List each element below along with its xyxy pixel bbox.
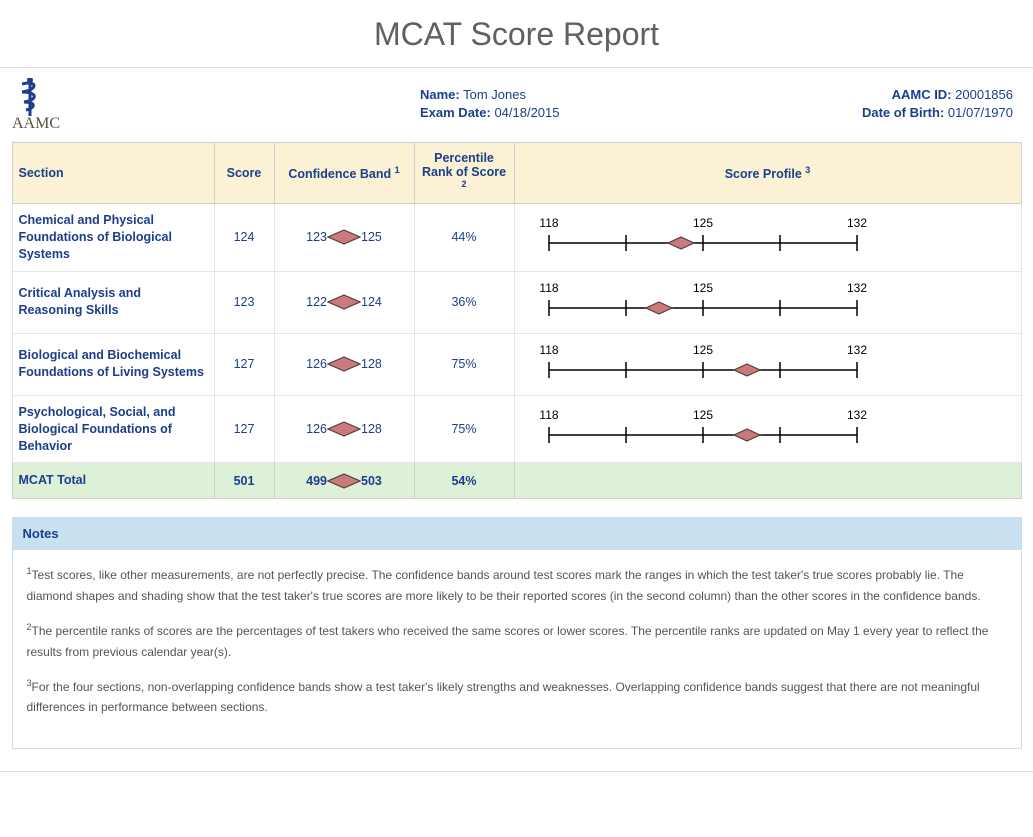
- header-block: AAMC Name: Tom Jones AAMC ID: 20001856 E…: [0, 68, 1033, 140]
- note-3: 3For the four sections, non-overlapping …: [27, 676, 1007, 718]
- section-name: Biological and Biochemical Foundations o…: [12, 333, 214, 395]
- total-section-name: MCAT Total: [12, 463, 214, 499]
- exam-date-value: 04/18/2015: [494, 105, 559, 120]
- score-value: 127: [214, 333, 274, 395]
- svg-text:125: 125: [692, 216, 712, 230]
- table-header-row: Section Score Confidence Band 1 Percenti…: [12, 143, 1021, 204]
- col-score: Score: [214, 143, 274, 204]
- score-value: 124: [214, 204, 274, 272]
- total-percentile-value: 54%: [414, 463, 514, 499]
- notes-body: 1Test scores, like other measurements, a…: [13, 550, 1021, 747]
- percentile-value: 44%: [414, 204, 514, 272]
- table-row: Psychological, Social, and Biological Fo…: [12, 395, 1021, 463]
- aamc-id-label: AAMC ID:: [892, 87, 952, 102]
- logo-text: AAMC: [12, 115, 60, 132]
- score-profile-chart: 118 125 132: [514, 204, 1021, 272]
- total-profile-empty: [514, 463, 1021, 499]
- section-name: Critical Analysis and Reasoning Skills: [12, 271, 214, 333]
- exam-date-label: Exam Date:: [420, 105, 491, 120]
- table-row: Critical Analysis and Reasoning Skills 1…: [12, 271, 1021, 333]
- aamc-logo: AAMC: [8, 78, 78, 137]
- confidence-band: 126 128: [274, 395, 414, 463]
- percentile-value: 75%: [414, 333, 514, 395]
- aamc-id-field: AAMC ID: 20001856: [892, 86, 1013, 104]
- table-total-row: MCAT Total 501 499 503 54%: [12, 463, 1021, 499]
- confidence-band: 126 128: [274, 333, 414, 395]
- section-name: Psychological, Social, and Biological Fo…: [12, 395, 214, 463]
- exam-date-field: Exam Date: 04/18/2015: [420, 104, 560, 122]
- svg-text:125: 125: [692, 281, 712, 295]
- name-label: Name:: [420, 87, 460, 102]
- svg-text:132: 132: [846, 281, 866, 295]
- svg-text:132: 132: [846, 408, 866, 422]
- dob-value: 01/07/1970: [948, 105, 1013, 120]
- dob-field: Date of Birth: 01/07/1970: [862, 104, 1013, 122]
- percentile-value: 75%: [414, 395, 514, 463]
- notes-heading: Notes: [13, 518, 1021, 550]
- notes-box: Notes 1Test scores, like other measureme…: [12, 517, 1022, 748]
- section-name: Chemical and Physical Foundations of Bio…: [12, 204, 214, 272]
- score-value: 123: [214, 271, 274, 333]
- score-profile-chart: 118 125 132: [514, 395, 1021, 463]
- confidence-band: 122 124: [274, 271, 414, 333]
- svg-text:118: 118: [539, 408, 558, 422]
- col-pct: Percentile Rank of Score 2: [414, 143, 514, 204]
- col-section: Section: [12, 143, 214, 204]
- col-band: Confidence Band 1: [274, 143, 414, 204]
- percentile-value: 36%: [414, 271, 514, 333]
- table-row: Chemical and Physical Foundations of Bio…: [12, 204, 1021, 272]
- name-field: Name: Tom Jones: [420, 86, 526, 104]
- svg-text:118: 118: [539, 343, 558, 357]
- score-table: Section Score Confidence Band 1 Percenti…: [12, 142, 1022, 499]
- confidence-band: 123 125: [274, 204, 414, 272]
- note-1: 1Test scores, like other measurements, a…: [27, 564, 1007, 606]
- dob-label: Date of Birth:: [862, 105, 944, 120]
- name-value: Tom Jones: [463, 87, 526, 102]
- page-title: MCAT Score Report: [0, 0, 1033, 68]
- total-confidence-band: 499 503: [274, 463, 414, 499]
- svg-text:125: 125: [692, 343, 712, 357]
- table-row: Biological and Biochemical Foundations o…: [12, 333, 1021, 395]
- svg-text:132: 132: [846, 216, 866, 230]
- svg-text:118: 118: [539, 216, 558, 230]
- score-value: 127: [214, 395, 274, 463]
- svg-text:118: 118: [539, 281, 558, 295]
- col-profile: Score Profile 3: [514, 143, 1021, 204]
- svg-text:125: 125: [692, 408, 712, 422]
- aamc-id-value: 20001856: [955, 87, 1013, 102]
- total-score-value: 501: [214, 463, 274, 499]
- score-profile-chart: 118 125 132: [514, 333, 1021, 395]
- svg-text:132: 132: [846, 343, 866, 357]
- score-profile-chart: 118 125 132: [514, 271, 1021, 333]
- bottom-rule: [0, 771, 1033, 772]
- note-2: 2The percentile ranks of scores are the …: [27, 620, 1007, 662]
